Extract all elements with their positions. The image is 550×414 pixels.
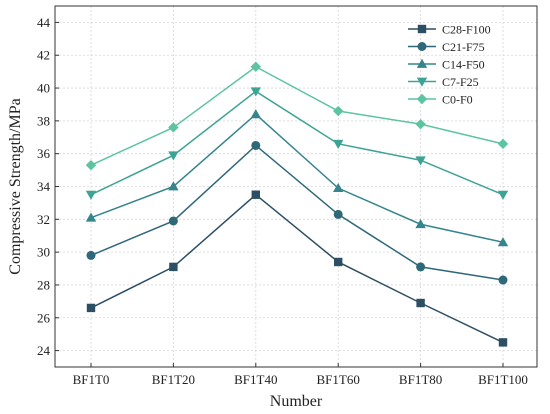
legend-marker [417,42,427,51]
legend-entry: C0-F0 [408,93,473,107]
series-c0-f0 [85,61,509,171]
data-point [415,219,426,229]
data-point [334,257,343,267]
y-tick-label: 26 [37,310,51,325]
data-point [333,182,344,193]
legend-entry: C14-F50 [408,58,485,72]
series-line [90,113,504,244]
legend-marker [417,24,427,34]
data-point [85,159,97,171]
series-line [90,90,504,196]
data-point [416,298,425,308]
legend-label: C14-F50 [442,58,485,72]
legend-label: C0-F0 [442,93,473,107]
legend: C28-F100 C21-F75 C14-F50 C7-F25 C0-F0 [408,23,491,107]
y-tick-label: 42 [37,48,50,63]
y-tick-label: 38 [37,113,50,128]
y-tick-label: 34 [37,179,51,194]
legend-label: C28-F100 [442,23,491,37]
data-point [85,190,97,200]
data-point [168,151,179,161]
series-group [85,61,509,347]
data-point [497,190,509,200]
y-tick-label: 24 [37,343,51,358]
data-point [168,181,179,191]
data-point [415,118,426,130]
data-point [250,61,261,72]
y-tick-label: 32 [37,212,50,227]
legend-entry: C21-F75 [408,40,485,54]
series-line [90,144,504,281]
x-tick-label: BF1T100 [478,372,528,387]
series-c21-f75 [86,140,508,285]
data-point [333,105,344,117]
data-point [85,212,97,222]
series-c14-f50 [85,109,509,247]
y-axis-title: Compressive Strength/MPa [7,98,24,274]
data-point [251,140,261,150]
y-tick-label: 40 [37,81,50,96]
x-tick-label: BF1T20 [152,372,195,387]
legend-entry: C28-F100 [408,23,491,37]
legend-marker [416,93,428,105]
data-point [333,139,344,150]
series-line [90,193,504,344]
axes: 24 26 28 30 32 34 36 38 40 42 44 BF1T0 BF1T20 BF1T40 B… [37,5,538,387]
x-tick-label: BF1T40 [234,372,277,387]
data-point [498,275,508,285]
data-point [333,209,343,219]
data-point [86,250,96,260]
x-tick-label: BF1T0 [73,372,110,387]
data-point [498,338,508,347]
data-point [497,237,509,247]
legend-marker [416,77,428,87]
data-point [86,303,96,313]
y-tick-label: 44 [37,15,51,30]
x-axis-title: Number [270,393,323,410]
legend-label: C21-F75 [442,40,485,54]
data-point [168,122,179,133]
y-tick-label: 28 [37,277,50,292]
data-point [416,262,426,272]
series-c28-f100 [86,190,508,347]
series-c7-f25 [85,87,509,200]
data-point [251,190,260,199]
x-tick-label: BF1T80 [399,372,442,387]
series-line [90,65,504,166]
data-point [497,138,509,150]
y-tick-label: 36 [37,146,51,161]
data-point [168,216,178,226]
legend-label: C7-F25 [442,75,479,89]
data-point [250,87,261,97]
data-point [250,109,261,119]
data-point [415,156,426,166]
x-tick-label: BF1T60 [317,372,360,387]
legend-entry: C7-F25 [408,75,479,89]
y-tick-label: 30 [37,245,50,260]
legend-marker [416,58,428,68]
data-point [169,262,178,272]
